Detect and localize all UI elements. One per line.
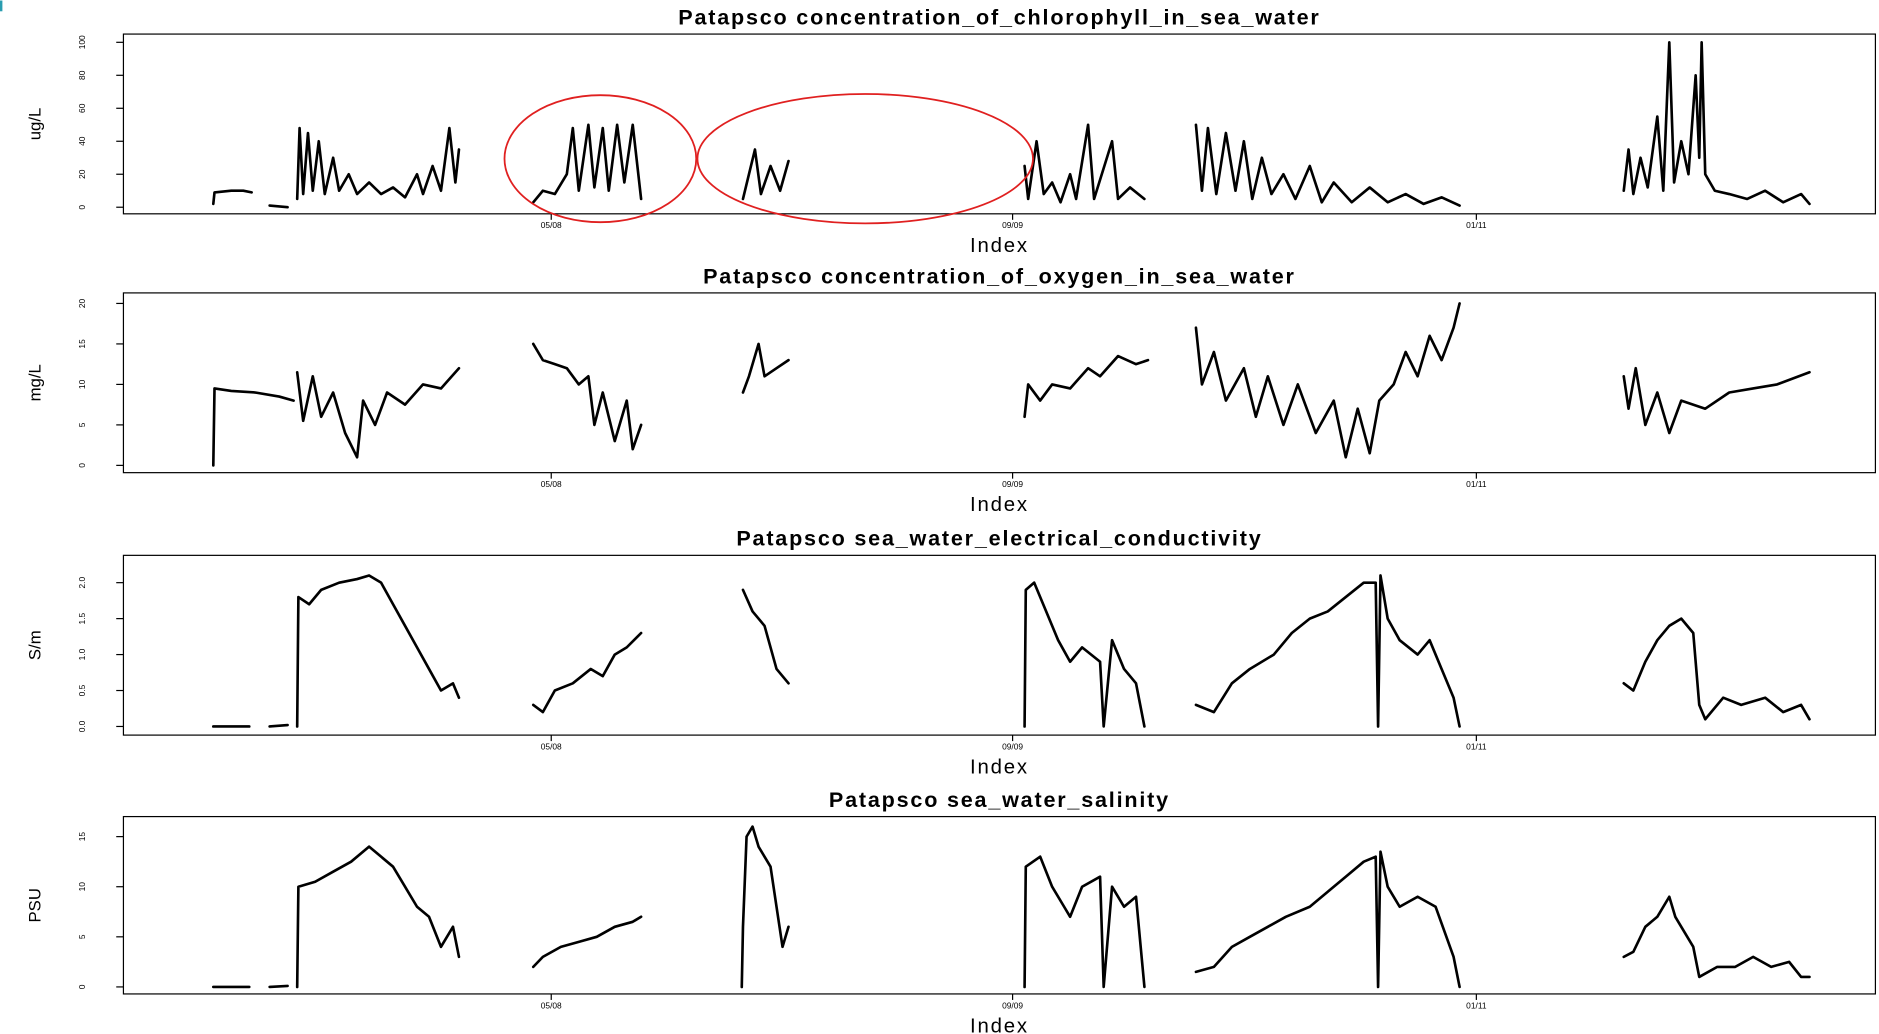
y-tick-label: 10 <box>77 882 87 892</box>
x-tick-label: 01/11 <box>1466 479 1487 489</box>
x-axis-label: Index <box>970 235 1029 257</box>
y-tick-label: 0 <box>77 205 87 210</box>
y-tick-label: 1.0 <box>77 648 87 660</box>
chart-title: Patapsco concentration_of_oxygen_in_sea_… <box>703 263 1296 288</box>
x-axis-label: Index <box>970 756 1029 778</box>
chart-title: Patapsco concentration_of_chlorophyll_in… <box>678 4 1320 29</box>
y-tick-label: 1.5 <box>77 612 87 624</box>
data-line <box>211 40 1811 209</box>
x-tick-label: 09/09 <box>1002 220 1023 230</box>
y-axis-label: S/m <box>26 630 45 660</box>
x-tick-label: 05/08 <box>541 1000 562 1010</box>
y-tick-label: 5 <box>77 934 87 939</box>
charts: Patapsco concentration_of_chlorophyll_in… <box>26 4 1877 1034</box>
y-tick-label: 20 <box>77 169 87 179</box>
x-tick-label: 09/09 <box>1002 1000 1023 1010</box>
y-axis-label: PSU <box>26 888 45 922</box>
x-tick-label: 09/09 <box>1002 479 1023 489</box>
y-axis-label: mg/L <box>26 364 45 401</box>
x-tick-label: 05/08 <box>541 479 562 489</box>
plot-frame <box>122 33 1877 215</box>
plot-frame <box>122 292 1877 474</box>
y-tick-label: 10 <box>77 379 87 389</box>
data-line <box>211 302 1811 467</box>
highlight-circle <box>696 93 1034 225</box>
y-tick-label: 0.0 <box>77 720 87 732</box>
chart-title: Patapsco sea_water_electrical_conductivi… <box>736 526 1262 551</box>
y-tick-label: 0 <box>77 984 87 989</box>
y-tick-label: 80 <box>77 70 87 80</box>
y-tick-label: 0.5 <box>77 684 87 696</box>
chart-title: Patapsco sea_water_salinity <box>829 787 1170 812</box>
x-tick-label: 09/09 <box>1002 741 1023 751</box>
x-tick-label: 05/08 <box>541 741 562 751</box>
plot-frame <box>122 815 1877 995</box>
plot-frame <box>122 554 1877 736</box>
x-tick-label: 01/11 <box>1466 1000 1487 1010</box>
x-axis-label: Index <box>970 1015 1029 1034</box>
x-axis-label: Index <box>970 494 1029 516</box>
y-tick-label: 100 <box>77 35 87 49</box>
data-line <box>211 574 1811 728</box>
y-tick-label: 2.0 <box>77 577 87 589</box>
x-tick-label: 01/11 <box>1466 741 1487 751</box>
y-tick-label: 5 <box>77 422 87 427</box>
y-tick-label: 20 <box>77 298 87 308</box>
data-line <box>211 825 1811 989</box>
y-tick-label: 15 <box>77 832 87 842</box>
y-tick-label: 0 <box>77 463 87 468</box>
y-axis-label: ug/L <box>26 108 45 141</box>
y-tick-label: 15 <box>77 339 87 349</box>
y-tick-label: 60 <box>77 103 87 113</box>
highlight-circle <box>503 94 698 224</box>
y-tick-label: 40 <box>77 136 87 146</box>
x-tick-label: 05/08 <box>541 220 562 230</box>
x-tick-label: 01/11 <box>1466 220 1487 230</box>
